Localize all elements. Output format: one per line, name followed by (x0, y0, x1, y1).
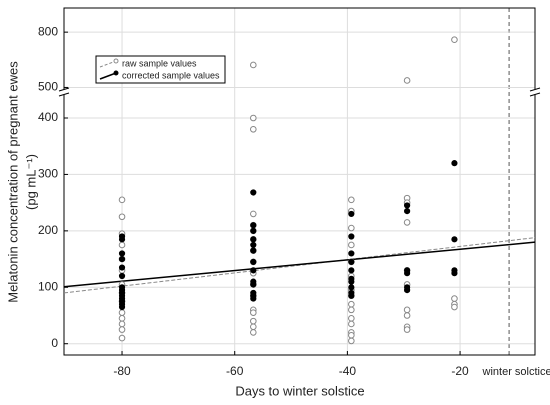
x-tick-label: -40 (339, 364, 357, 378)
data-point (348, 250, 355, 257)
data-point (118, 320, 126, 328)
data-point (250, 241, 257, 249)
data-point (118, 303, 126, 311)
axis-break (58, 87, 70, 92)
y-tick-label: 400 (38, 110, 58, 124)
legend-line (99, 72, 117, 80)
axis-break (58, 92, 70, 97)
data-point (404, 270, 411, 277)
data-point (403, 306, 411, 314)
data-point (348, 210, 355, 218)
x-tick-label: -60 (226, 364, 244, 378)
data-point (250, 329, 257, 336)
data-point (404, 208, 411, 215)
legend-marker (113, 70, 119, 76)
data-point (403, 312, 411, 319)
legend-marker (113, 58, 119, 64)
data-point (348, 258, 355, 265)
data-point (348, 278, 355, 285)
legend-box (95, 55, 226, 84)
data-point (118, 315, 126, 322)
data-point (250, 295, 257, 302)
y-tick-label: 200 (38, 223, 58, 237)
data-point (451, 236, 458, 243)
data-point (348, 241, 355, 249)
data-point (250, 222, 257, 229)
data-point (451, 36, 458, 44)
data-point (250, 247, 257, 254)
axis-break-gap (59, 89, 69, 95)
y-tick-label: 100 (38, 279, 58, 293)
data-point (118, 236, 126, 243)
data-point (118, 272, 126, 280)
data-point (250, 227, 257, 234)
data-point (451, 295, 458, 302)
data-point (348, 267, 355, 274)
data-point (250, 267, 257, 274)
data-point (348, 320, 355, 328)
data-point (250, 309, 257, 316)
data-point (403, 326, 411, 333)
data-point (118, 196, 126, 204)
legend-label: corrected sample values (122, 70, 220, 80)
axis-break (529, 87, 541, 92)
trend-line (63, 237, 536, 294)
data-point (250, 125, 257, 133)
x-tick-label: winter solctice (482, 366, 550, 378)
data-point (348, 306, 355, 314)
data-point (118, 213, 126, 221)
y-axis-label: Melatonin concentration of pregnant ewes (5, 61, 20, 303)
data-point (348, 224, 355, 232)
data-point (250, 61, 257, 69)
y-tick-label: 800 (38, 24, 58, 38)
axis-break-gap (530, 89, 540, 95)
data-point (348, 284, 355, 291)
plot-frame (63, 7, 536, 356)
data-point (403, 77, 411, 84)
data-point (250, 258, 257, 265)
data-point (118, 326, 126, 333)
data-point (403, 219, 411, 226)
data-point (118, 250, 126, 257)
data-point (404, 287, 411, 294)
data-point (451, 160, 458, 167)
data-point (118, 255, 126, 263)
data-point (250, 236, 257, 243)
data-point (118, 334, 126, 342)
x-tick-label: -80 (113, 364, 131, 378)
y-tick-label: 500 (38, 80, 58, 94)
data-point (250, 189, 257, 196)
y-tick-label: 0 (51, 336, 58, 350)
data-point (250, 323, 257, 331)
data-point (250, 114, 257, 122)
data-point (348, 337, 355, 345)
data-point (451, 303, 458, 311)
data-point (348, 233, 355, 240)
data-point (250, 281, 257, 288)
x-tick-label: -20 (451, 364, 469, 378)
data-point (118, 241, 126, 249)
data-point (404, 202, 411, 209)
axis-break (529, 92, 541, 97)
data-point (250, 317, 257, 325)
legend-label: raw sample values (122, 58, 197, 68)
y-tick-label: 300 (38, 167, 58, 181)
data-point (348, 196, 355, 204)
data-point (348, 300, 355, 308)
data-point (348, 292, 355, 299)
data-point (348, 331, 355, 339)
data-point (250, 210, 257, 218)
y-axis-unit: (pg mL⁻¹) (23, 154, 38, 210)
legend-line (99, 60, 117, 68)
x-axis-label: Days to winter solstice (235, 383, 364, 398)
data-point (348, 315, 355, 322)
data-point (118, 309, 126, 316)
trend-line (63, 241, 536, 288)
data-point (118, 264, 126, 271)
data-point (451, 270, 458, 277)
